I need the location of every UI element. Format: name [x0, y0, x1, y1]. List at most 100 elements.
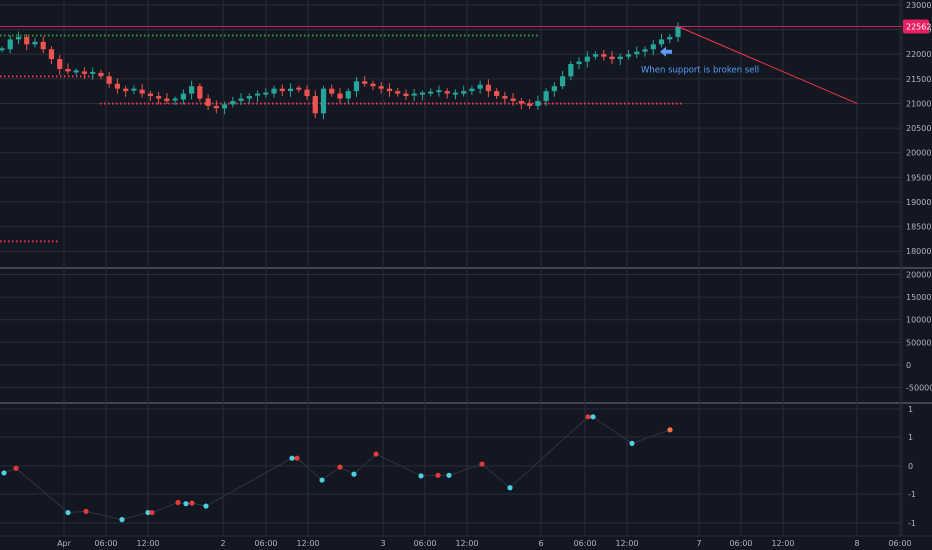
- candle[interactable]: [527, 99, 533, 109]
- candle[interactable]: [279, 84, 285, 97]
- candle[interactable]: [502, 91, 508, 103]
- candle[interactable]: [24, 33, 30, 51]
- candle[interactable]: [543, 88, 549, 106]
- candle[interactable]: [57, 54, 63, 75]
- candle[interactable]: [131, 85, 137, 95]
- candle[interactable]: [461, 85, 467, 97]
- candle[interactable]: [81, 67, 88, 79]
- candle[interactable]: [452, 89, 459, 100]
- candle[interactable]: [230, 96, 236, 108]
- oscillator-point[interactable]: [189, 500, 195, 506]
- arrow-left-icon[interactable]: [660, 46, 672, 57]
- candle[interactable]: [378, 82, 384, 94]
- candle[interactable]: [370, 80, 376, 91]
- candle[interactable]: [609, 51, 615, 65]
- candle[interactable]: [147, 90, 153, 101]
- candle[interactable]: [353, 77, 360, 98]
- oscillator-point[interactable]: [479, 461, 485, 467]
- candle[interactable]: [254, 90, 261, 102]
- candle[interactable]: [518, 98, 524, 110]
- oscillator-point[interactable]: [145, 509, 151, 516]
- candle[interactable]: [601, 49, 607, 61]
- candle[interactable]: [559, 70, 566, 90]
- candle[interactable]: [304, 85, 310, 100]
- oscillator-point[interactable]: [175, 499, 181, 506]
- candle[interactable]: [667, 33, 673, 44]
- candle[interactable]: [221, 101, 228, 115]
- candle[interactable]: [271, 85, 277, 98]
- candle[interactable]: [48, 46, 55, 65]
- candle[interactable]: [535, 95, 541, 110]
- time-axis[interactable]: Apr 06:00 12:00 2 06:00 12:00 3 06:00 12:00 6 06:0…: [57, 539, 911, 548]
- candle[interactable]: [617, 53, 623, 66]
- candle[interactable]: [477, 80, 483, 94]
- candle[interactable]: [205, 94, 211, 110]
- candle[interactable]: [98, 69, 104, 80]
- oscillator-point[interactable]: [13, 465, 19, 471]
- candle[interactable]: [287, 83, 294, 98]
- candle[interactable]: [494, 88, 500, 100]
- oscillator-point[interactable]: [319, 477, 325, 483]
- candle[interactable]: [238, 93, 244, 105]
- candle[interactable]: [65, 63, 71, 75]
- candle[interactable]: [337, 88, 343, 103]
- candle[interactable]: [469, 85, 475, 96]
- oscillator-point[interactable]: [351, 471, 357, 477]
- oscillator-point[interactable]: [83, 508, 89, 514]
- oscillator-point[interactable]: [418, 473, 424, 479]
- candle[interactable]: [139, 84, 145, 98]
- candle[interactable]: [114, 78, 121, 94]
- candle[interactable]: [197, 83, 203, 102]
- candle[interactable]: [7, 35, 13, 54]
- candle[interactable]: [164, 93, 170, 104]
- oscillator-point[interactable]: [590, 414, 596, 420]
- annotation-text[interactable]: When support is broken sell: [641, 66, 759, 76]
- price-axis[interactable]: 2300022500220002150021000205002000019500…: [903, 1, 932, 528]
- candle[interactable]: [312, 90, 318, 119]
- candle[interactable]: [189, 80, 195, 100]
- oscillator-point[interactable]: [1, 470, 7, 476]
- oscillator-point[interactable]: [585, 414, 591, 420]
- candle[interactable]: [156, 91, 162, 105]
- candle[interactable]: [296, 85, 302, 93]
- candle[interactable]: [180, 89, 186, 105]
- oscillator-point[interactable]: [183, 501, 189, 507]
- oscillator-point[interactable]: [289, 455, 295, 461]
- candle[interactable]: [675, 22, 681, 42]
- oscillator-pane[interactable]: [1, 414, 673, 523]
- candle[interactable]: [650, 40, 656, 56]
- candle[interactable]: [246, 93, 252, 104]
- candle[interactable]: [658, 33, 665, 48]
- candle[interactable]: [386, 83, 393, 98]
- candle[interactable]: [32, 37, 38, 48]
- candle[interactable]: [73, 68, 79, 76]
- candle[interactable]: [90, 67, 96, 80]
- candle[interactable]: [634, 46, 640, 59]
- candle[interactable]: [395, 88, 401, 97]
- candle[interactable]: [403, 89, 409, 100]
- candle[interactable]: [213, 100, 219, 114]
- oscillator-point[interactable]: [337, 464, 343, 470]
- candle[interactable]: [584, 51, 590, 68]
- oscillator-point[interactable]: [149, 509, 155, 516]
- oscillator-point[interactable]: [119, 517, 125, 523]
- candle[interactable]: [642, 46, 648, 57]
- candle[interactable]: [576, 57, 582, 69]
- candle[interactable]: [263, 88, 269, 98]
- candle[interactable]: [625, 49, 632, 60]
- candle[interactable]: [419, 90, 426, 101]
- oscillator-point[interactable]: [435, 472, 441, 478]
- candle[interactable]: [510, 93, 516, 106]
- candle[interactable]: [436, 85, 442, 97]
- projection-trendline[interactable]: [677, 26, 858, 104]
- candle[interactable]: [123, 85, 129, 98]
- candle[interactable]: [444, 88, 450, 99]
- candle[interactable]: [329, 84, 335, 97]
- candle[interactable]: [40, 36, 46, 54]
- candle[interactable]: [551, 82, 557, 98]
- candle[interactable]: [0, 46, 5, 53]
- oscillator-point[interactable]: [203, 503, 209, 509]
- oscillator-point[interactable]: [446, 472, 452, 478]
- candle[interactable]: [485, 79, 491, 98]
